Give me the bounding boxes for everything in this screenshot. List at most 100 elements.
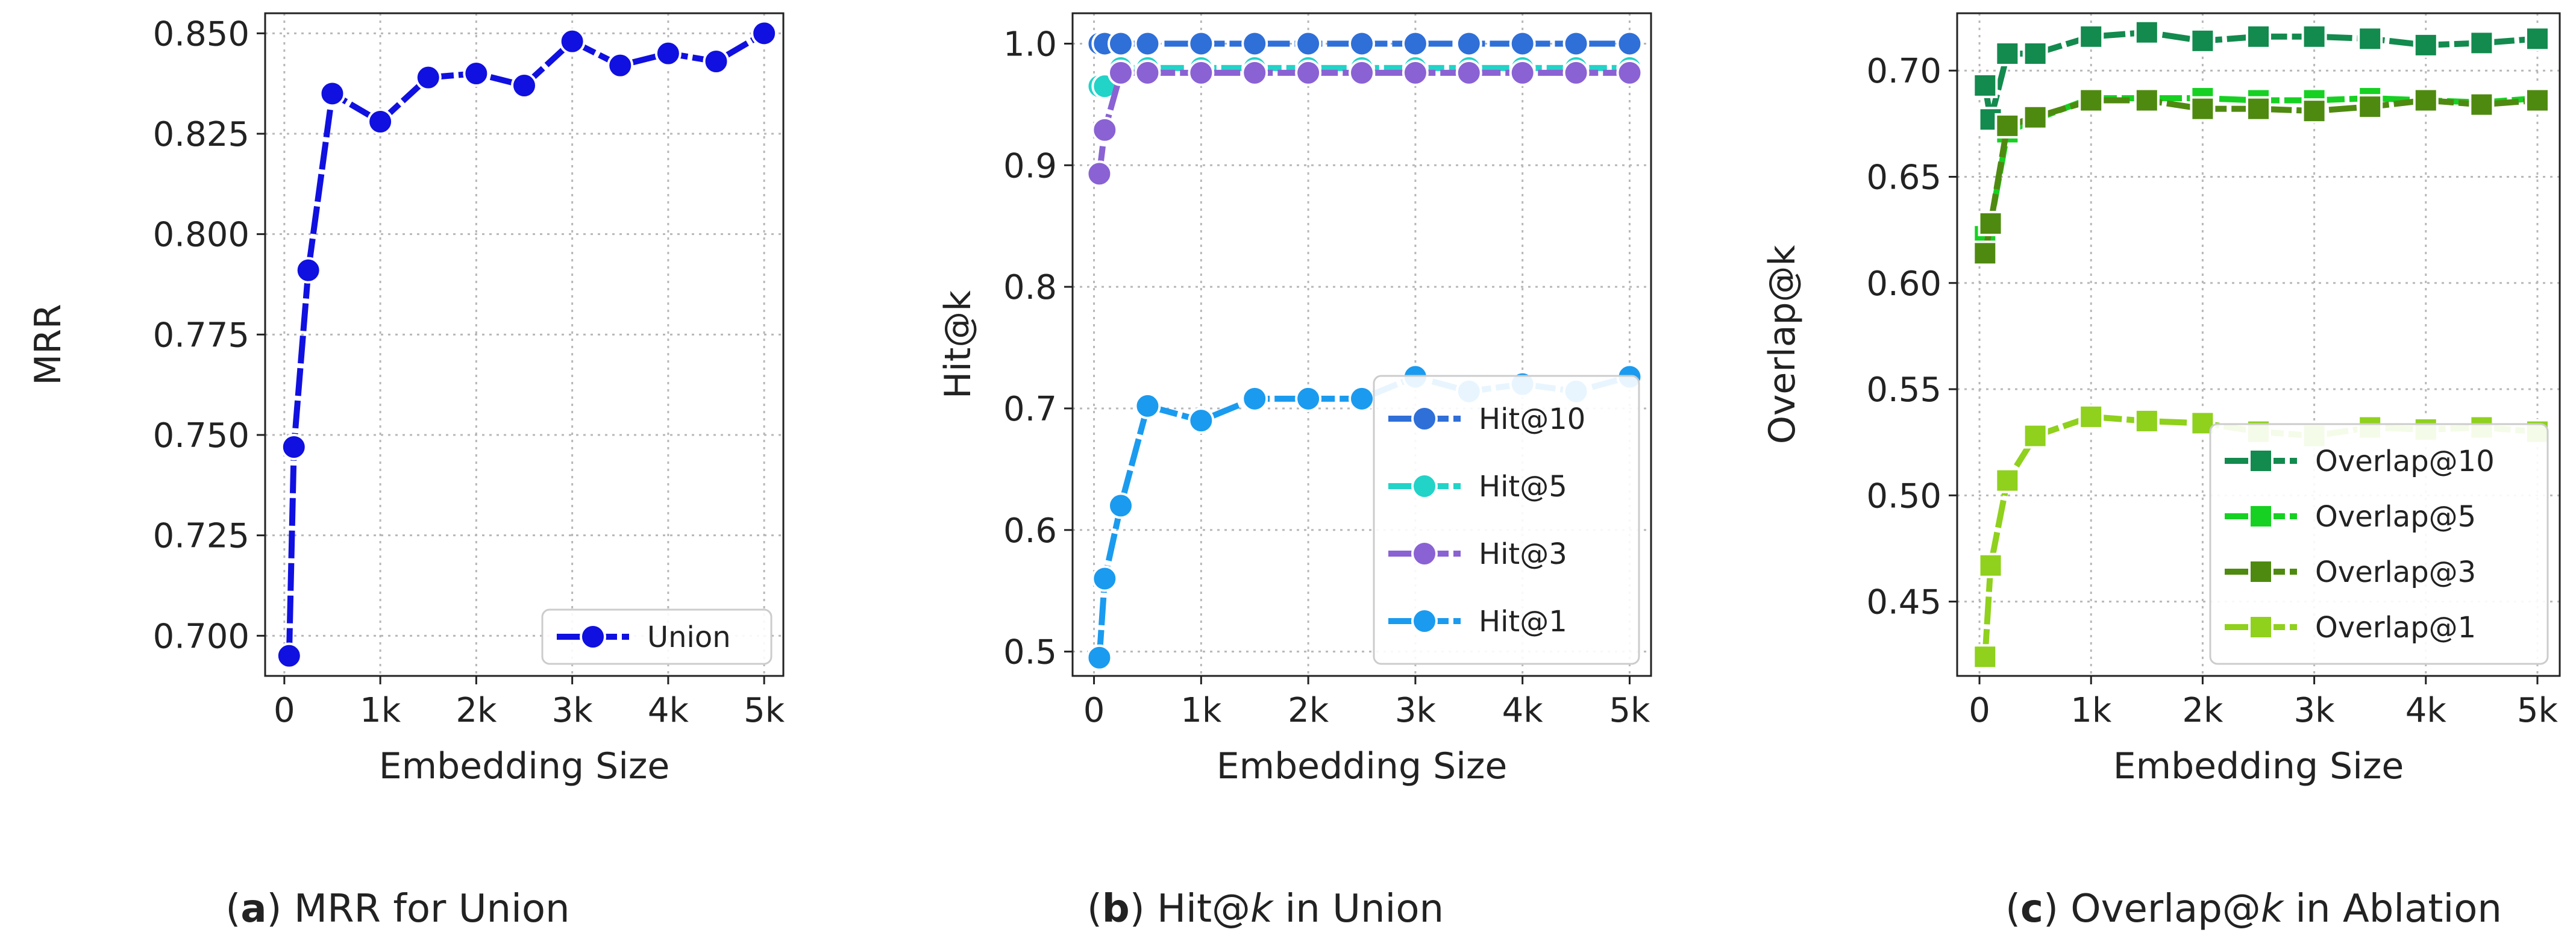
gridlines	[265, 13, 783, 676]
x-tick-label: 1k	[1180, 691, 1222, 730]
data-point	[1241, 30, 1268, 57]
legend-label: Overlap@5	[2315, 500, 2476, 534]
data-point	[1349, 59, 1375, 86]
series-Hit@3	[1086, 59, 1643, 187]
data-point	[1108, 59, 1134, 86]
data-point	[319, 80, 346, 107]
data-point	[2357, 94, 2383, 120]
x-tick-label: 0	[1083, 691, 1105, 730]
data-point	[1616, 59, 1643, 86]
y-axis-label: Hit@k	[937, 290, 979, 399]
y-tick-label: 0.6	[1003, 511, 1057, 551]
x-tick-label: 1k	[360, 691, 401, 730]
data-point	[2134, 19, 2160, 45]
x-tick-label: 4k	[648, 691, 689, 730]
y-axis-label: MRR	[27, 304, 69, 385]
data-point	[1086, 644, 1113, 671]
data-point	[703, 48, 730, 75]
data-point	[2301, 23, 2327, 49]
data-point	[1241, 59, 1268, 86]
y-tick-label: 1.0	[1003, 25, 1057, 64]
legend: Union	[541, 608, 772, 665]
data-point	[1108, 492, 1134, 519]
legend-marker	[2248, 559, 2274, 584]
legend-label: Hit@10	[1479, 402, 1585, 436]
x-tick-label: 5k	[2517, 691, 2559, 730]
panel-caption: (b) Hit@k in Union	[1087, 887, 1444, 931]
y-tick-label: 0.65	[1866, 158, 1941, 197]
data-point	[2078, 404, 2104, 430]
data-point	[463, 60, 490, 87]
caption-close-paren: )	[2043, 887, 2070, 931]
legend-label: Overlap@1	[2315, 611, 2476, 645]
x-tick-label: 4k	[2405, 691, 2447, 730]
legend-box	[1373, 375, 1640, 665]
data-point	[2469, 30, 2495, 56]
data-point	[1402, 59, 1429, 86]
data-point	[1108, 30, 1134, 57]
data-point	[654, 40, 682, 67]
panel-caption: (a) MRR for Union	[225, 887, 569, 931]
y-tick-label: 0.70	[1866, 52, 1941, 91]
data-point	[511, 72, 537, 99]
y-tick-label: 0.8	[1003, 268, 1057, 307]
data-point	[559, 28, 586, 55]
data-point	[1978, 211, 2004, 237]
data-point	[295, 257, 322, 284]
series-Overlap@3	[1972, 87, 2550, 266]
y-tick-label: 0.700	[153, 617, 249, 656]
data-point	[2078, 87, 2104, 113]
data-point	[275, 642, 302, 669]
data-point	[1295, 59, 1322, 86]
data-point	[1978, 552, 2004, 578]
caption-open-paren: (	[225, 887, 240, 931]
x-axis-label: Embedding Size	[379, 745, 670, 787]
data-point	[1134, 392, 1161, 419]
caption-open-paren: (	[2005, 887, 2020, 931]
legend: Hit@10 Hit@5 Hit@3 Hit@1	[1373, 375, 1640, 665]
data-point	[2246, 23, 2271, 49]
y-tick-label: 0.725	[153, 517, 249, 556]
x-tick-label: 5k	[1609, 691, 1650, 730]
x-tick-label: 0	[1969, 691, 1990, 730]
x-tick-label: 2k	[1288, 691, 1329, 730]
data-point	[415, 64, 442, 91]
legend-label: Hit@1	[1479, 605, 1567, 639]
caption-close-paren: )	[1130, 887, 1157, 931]
data-point	[1349, 30, 1375, 57]
y-tick-label: 0.55	[1866, 370, 1941, 410]
x-tick-label: 2k	[456, 691, 497, 730]
legend-label: Overlap@10	[2315, 445, 2495, 478]
x-axis-label: Embedding Size	[2113, 745, 2404, 787]
data-point	[1995, 467, 2020, 493]
data-point	[1188, 59, 1215, 86]
data-point	[2134, 408, 2160, 434]
legend-label: Hit@3	[1479, 537, 1567, 571]
data-point	[2469, 92, 2495, 117]
data-point	[1455, 30, 1482, 57]
x-tick-label: 3k	[2294, 691, 2336, 730]
legend-marker	[1411, 405, 1438, 432]
data-point	[1972, 644, 1998, 670]
y-tick-label: 0.50	[1866, 477, 1941, 516]
data-point	[1091, 565, 1118, 592]
data-point	[2022, 40, 2048, 66]
data-point	[2246, 96, 2271, 122]
caption-open-paren: (	[1087, 887, 1102, 931]
legend-label: Overlap@3	[2315, 555, 2476, 589]
caption-close-paren: )	[267, 887, 294, 931]
legend: Overlap@10 Overlap@5 Overlap@3 Overlap@1	[2209, 423, 2549, 665]
data-point	[1295, 30, 1322, 57]
y-axis-label: Overlap@k	[1761, 245, 1804, 444]
data-point	[1402, 30, 1429, 57]
caption-part: k	[1250, 887, 1274, 931]
data-point	[751, 20, 778, 47]
y-tick-label: 0.60	[1866, 264, 1941, 304]
data-point	[2134, 87, 2160, 113]
caption-part: Union	[459, 887, 570, 931]
data-point	[1241, 385, 1268, 412]
data-point	[1188, 407, 1215, 434]
legend-marker	[1411, 608, 1438, 634]
data-point	[1134, 30, 1161, 57]
data-point	[280, 434, 307, 460]
